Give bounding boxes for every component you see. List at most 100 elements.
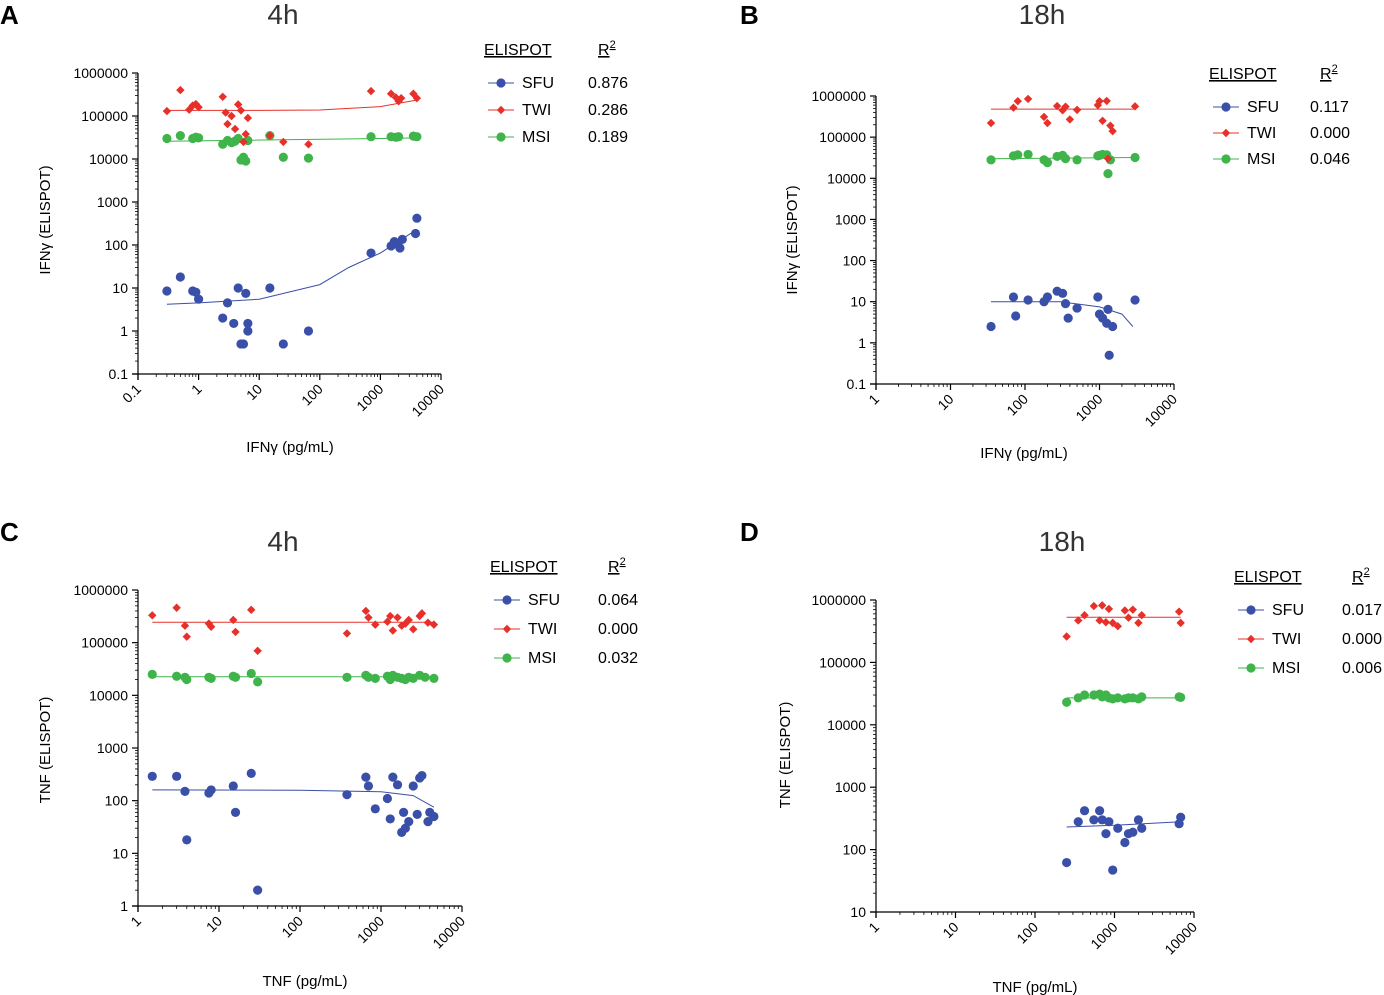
y-tick-label: 10 [112,280,128,296]
r2-header: R2 [598,39,616,59]
y-tick-label: 1000 [97,194,128,210]
data-point-sfu [986,321,996,332]
data-point-msi [366,132,376,142]
legend-r2-sfu: 0.117 [1310,99,1349,116]
legend-header: ELISPOT [1234,569,1302,586]
y-axis-label: IFNγ (ELISPOT) [784,185,801,294]
data-point-msi [1130,152,1140,163]
y-tick-label: 100 [843,253,867,269]
data-point-msi [363,672,374,682]
data-point-sfu [1104,350,1114,360]
legend-marker-sfu [502,595,512,605]
y-tick-label: 100 [843,842,867,858]
legend-header: ELISPOT [1209,66,1277,83]
axes [870,600,1194,918]
data-point-twi [366,86,376,96]
data-point-sfu [191,287,201,297]
x-tick-label: 10 [934,391,956,413]
data-point-sfu [228,781,238,791]
data-point-twi [265,131,275,140]
legend-marker-msi [502,653,512,663]
data-point-msi [1113,693,1123,703]
data-point-twi [1120,606,1130,615]
y-tick-label: 1000000 [73,65,128,81]
x-tick-label: 100 [298,381,326,409]
data-point-twi [393,613,402,622]
y-tick-label: 1000 [97,740,128,756]
data-point-sfu [1108,865,1118,875]
data-point-twi [397,621,406,630]
data-point-sfu [1073,817,1083,827]
x-tick-label: 100 [1013,919,1041,947]
data-point-twi [1089,601,1099,611]
data-point-sfu [398,807,409,817]
data-point-twi [1095,96,1104,106]
data-point-sfu [222,298,233,308]
data-point-twi [396,93,406,103]
data-point-twi [1108,618,1117,628]
legend-label-msi: MSI [528,650,556,667]
data-point-msi [230,672,241,682]
data-point-msi [175,131,185,141]
data-point-twi [1176,618,1185,628]
y-tick-label: 10000 [89,687,128,703]
data-point-twi [304,140,313,149]
data-point-sfu [1176,812,1186,822]
legend-label-msi: MSI [522,129,550,146]
data-point-twi [386,611,395,621]
data-point-sfu [385,814,395,824]
data-point-twi [239,137,248,147]
data-point-twi [364,613,373,622]
data-point-twi [417,609,427,618]
data-point-twi [206,622,216,632]
data-point-sfu [243,326,253,336]
data-point-sfu [162,286,172,296]
data-point-twi [1174,607,1184,616]
y-tick-label: 10000 [827,170,866,186]
axes [132,73,441,380]
data-point-msi [420,672,430,682]
legend-r2-twi: 0.286 [588,102,628,119]
data-point-twi [176,85,185,95]
panel-letter: B [740,0,759,30]
data-point-sfu [241,288,251,298]
data-point-sfu [243,318,253,329]
data-point-sfu [382,793,393,804]
data-point-twi [361,606,371,616]
data-point-sfu [1079,806,1090,816]
y-tick-label: 100000 [819,129,866,145]
legend-r2-sfu: 0.017 [1342,602,1382,619]
y-tick-label: 100000 [81,635,128,651]
legend-label-msi: MSI [1247,151,1275,168]
data-point-twi [1065,115,1075,124]
data-point-twi [162,106,172,116]
x-tick-label: 10000 [408,381,447,420]
fit-line-msi [166,137,417,142]
panel-c: C 4h 1 10 100 1000 10000 100000 1000000 1 10 100 100… [0,517,638,990]
data-point-msi [303,153,314,163]
legend-r2-twi: 0.000 [1342,631,1382,648]
data-point-sfu [180,786,190,796]
data-point-sfu [230,807,241,817]
y-tick-label: 1000000 [811,88,866,104]
legend-label-sfu: SFU [522,75,554,92]
data-point-sfu [408,781,418,791]
panel-letter: D [740,517,759,547]
legend-marker-twi [496,105,506,115]
data-point-msi [986,155,996,165]
data-point-sfu [182,835,192,845]
legend-r2-msi: 0.032 [598,650,638,667]
data-point-twi [1134,618,1143,628]
data-point-sfu [370,804,380,814]
data-point-sfu [410,228,421,239]
data-point-twi [1072,105,1082,115]
data-point-sfu [1128,827,1138,837]
data-point-sfu [412,809,422,819]
y-tick-label: 10 [112,845,128,861]
data-point-twi [1103,154,1113,163]
x-tick-label: 0.1 [119,381,144,406]
data-point-sfu [1058,288,1068,298]
legend-marker-msi [496,132,506,142]
